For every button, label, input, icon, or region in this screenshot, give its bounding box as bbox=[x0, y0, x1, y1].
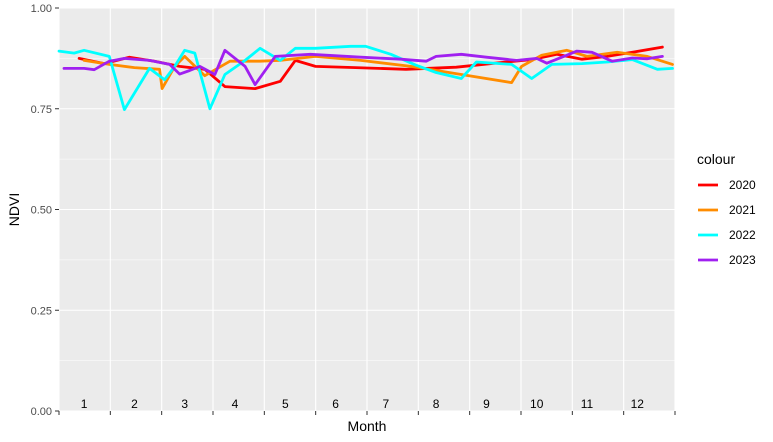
month-label: 7 bbox=[383, 397, 390, 411]
legend-label-2022: 2022 bbox=[729, 228, 756, 242]
legend-label-2023: 2023 bbox=[729, 253, 756, 267]
legend-item-2023: 2023 bbox=[698, 253, 756, 267]
x-axis-ticks bbox=[58, 411, 676, 415]
series-line-2022 bbox=[57, 44, 674, 111]
month-label: 10 bbox=[530, 397, 544, 411]
month-label: 5 bbox=[282, 397, 289, 411]
legend-items: 2020 2021 2022 2023 bbox=[698, 178, 756, 267]
month-label: 4 bbox=[232, 397, 239, 411]
legend-title: colour bbox=[697, 151, 735, 167]
month-labels: 1 2 3 4 5 6 7 8 9 10 11 12 bbox=[81, 397, 644, 411]
month-label: 12 bbox=[631, 397, 645, 411]
month-label: 6 bbox=[332, 397, 339, 411]
legend-label-2021: 2021 bbox=[729, 203, 756, 217]
series-line-2023 bbox=[62, 48, 664, 86]
month-label: 2 bbox=[131, 397, 138, 411]
y-axis-title: NDVI bbox=[6, 193, 22, 226]
x-axis-title: Month bbox=[348, 418, 387, 434]
y-tick-label: 0.00 bbox=[31, 406, 52, 418]
month-label: 9 bbox=[483, 397, 490, 411]
y-axis-ticks: 0.00 0.25 0.50 0.75 1.00 bbox=[31, 3, 59, 418]
y-tick-label: 0.75 bbox=[31, 104, 52, 116]
month-label: 3 bbox=[181, 397, 188, 411]
y-tick-label: 1.00 bbox=[31, 3, 52, 15]
month-label: 11 bbox=[581, 397, 594, 411]
month-label: 1 bbox=[81, 397, 88, 411]
legend-item-2022: 2022 bbox=[698, 228, 756, 242]
month-label: 8 bbox=[433, 397, 440, 411]
legend: colour 2020 2021 2022 2023 bbox=[697, 151, 756, 267]
legend-item-2021: 2021 bbox=[698, 203, 756, 217]
y-tick-label: 0.50 bbox=[31, 205, 52, 217]
legend-label-2020: 2020 bbox=[729, 178, 756, 192]
series-lines bbox=[57, 44, 674, 111]
y-tick-label: 0.25 bbox=[31, 305, 52, 317]
legend-item-2020: 2020 bbox=[698, 178, 756, 192]
